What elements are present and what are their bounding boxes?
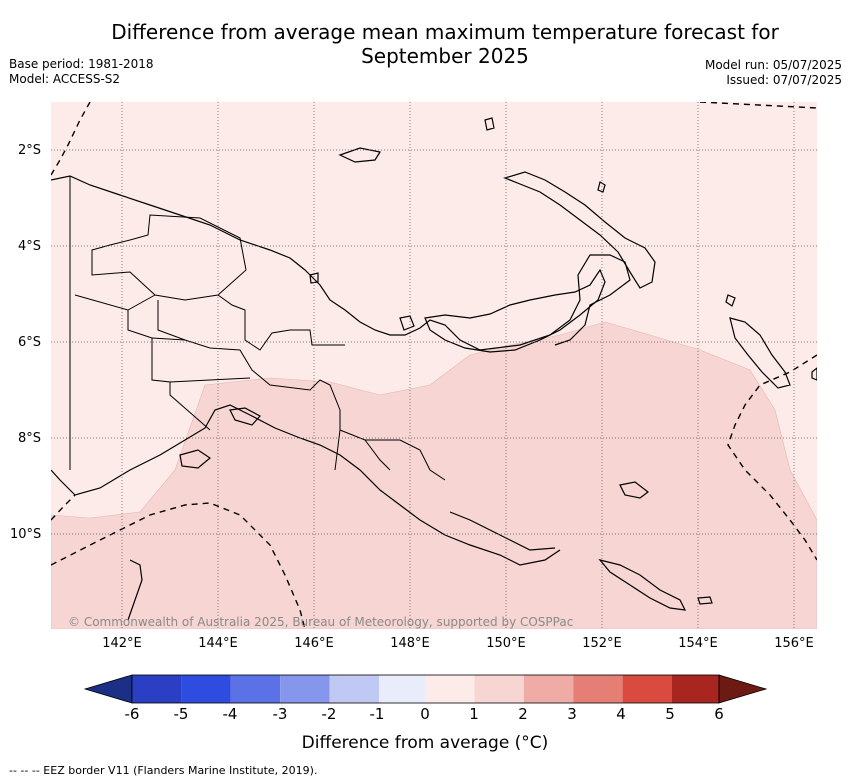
- colorbar-bin: [280, 675, 330, 703]
- colorbar-extend-high: [718, 674, 768, 704]
- colorbar-bin: [181, 675, 231, 703]
- colorbar-bin: [622, 675, 672, 703]
- lon-label: 142°E: [102, 636, 142, 651]
- coastlines: [51, 117, 817, 621]
- model-name: Model: ACCESS-S2: [9, 72, 121, 86]
- colorbar-bin: [132, 675, 182, 703]
- colorbar-bin: [329, 675, 379, 703]
- colorbar-bin: [230, 675, 281, 703]
- colorbar-tick: 1: [469, 705, 479, 723]
- colorbar-bin: [573, 675, 623, 703]
- colorbar-tick: 0: [420, 705, 430, 723]
- colorbar-tick: 4: [616, 705, 626, 723]
- colorbar-bin: [425, 675, 475, 703]
- eez-legend-footer: -- -- -- EEZ border V11 (Flanders Marine…: [9, 764, 318, 777]
- lat-label: 10°S: [10, 527, 42, 542]
- lat-label: 2°S: [18, 143, 42, 158]
- title-line-2: September 2025: [361, 44, 529, 68]
- title-line-1: Difference from average mean maximum tem…: [111, 20, 779, 44]
- colorbar-tick: 3: [567, 705, 577, 723]
- lat-label: 4°S: [18, 239, 42, 254]
- meta-left: Base period: 1981-2018 Model: ACCESS-S2: [9, 57, 154, 87]
- colorbar-tick: -5: [173, 705, 189, 723]
- lon-label: 154°E: [678, 636, 718, 651]
- eez-borders: [51, 102, 817, 629]
- lon-label: 144°E: [198, 636, 238, 651]
- colorbar-tick: -1: [369, 705, 385, 723]
- colorbar-tick: 2: [518, 705, 528, 723]
- graticule: [51, 102, 817, 629]
- base-period: Base period: 1981-2018: [9, 57, 154, 71]
- colorbar-bin: [474, 675, 524, 703]
- colorbar-tick: -2: [321, 705, 337, 723]
- colorbar-tick: -3: [272, 705, 288, 723]
- lon-label: 148°E: [390, 636, 430, 651]
- colorbar: [83, 674, 768, 704]
- lon-label: 150°E: [486, 636, 526, 651]
- colorbar-bin: [523, 675, 574, 703]
- colorbar-bin: [672, 675, 719, 703]
- lon-label: 156°E: [774, 636, 814, 651]
- colorbar-tick: -6: [124, 705, 140, 723]
- lat-label: 8°S: [18, 431, 42, 446]
- model-run: Model run: 05/07/2025: [704, 58, 842, 72]
- colorbar-tick: 6: [714, 705, 724, 723]
- colorbar-extend-low: [83, 674, 133, 704]
- lon-label: 146°E: [294, 636, 334, 651]
- lon-label: 152°E: [582, 636, 622, 651]
- issued-date: Issued: 07/07/2025: [726, 73, 842, 87]
- lat-label: 6°S: [18, 335, 42, 350]
- colorbar-bin: [379, 675, 425, 703]
- colorbar-tick: 5: [665, 705, 675, 723]
- map-title: Difference from average mean maximum tem…: [60, 20, 830, 68]
- colorbar-tick: -4: [222, 705, 238, 723]
- copyright-credit: © Commonwealth of Australia 2025, Bureau…: [68, 615, 574, 629]
- colorbar-title: Difference from average (°C): [301, 733, 549, 753]
- meta-right: Model run: 05/07/2025 Issued: 07/07/2025: [705, 58, 842, 88]
